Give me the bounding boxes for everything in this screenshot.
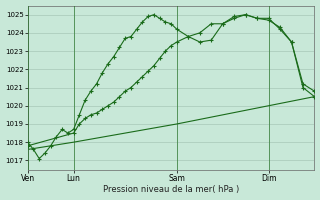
X-axis label: Pression niveau de la mer( hPa ): Pression niveau de la mer( hPa ) (103, 185, 239, 194)
